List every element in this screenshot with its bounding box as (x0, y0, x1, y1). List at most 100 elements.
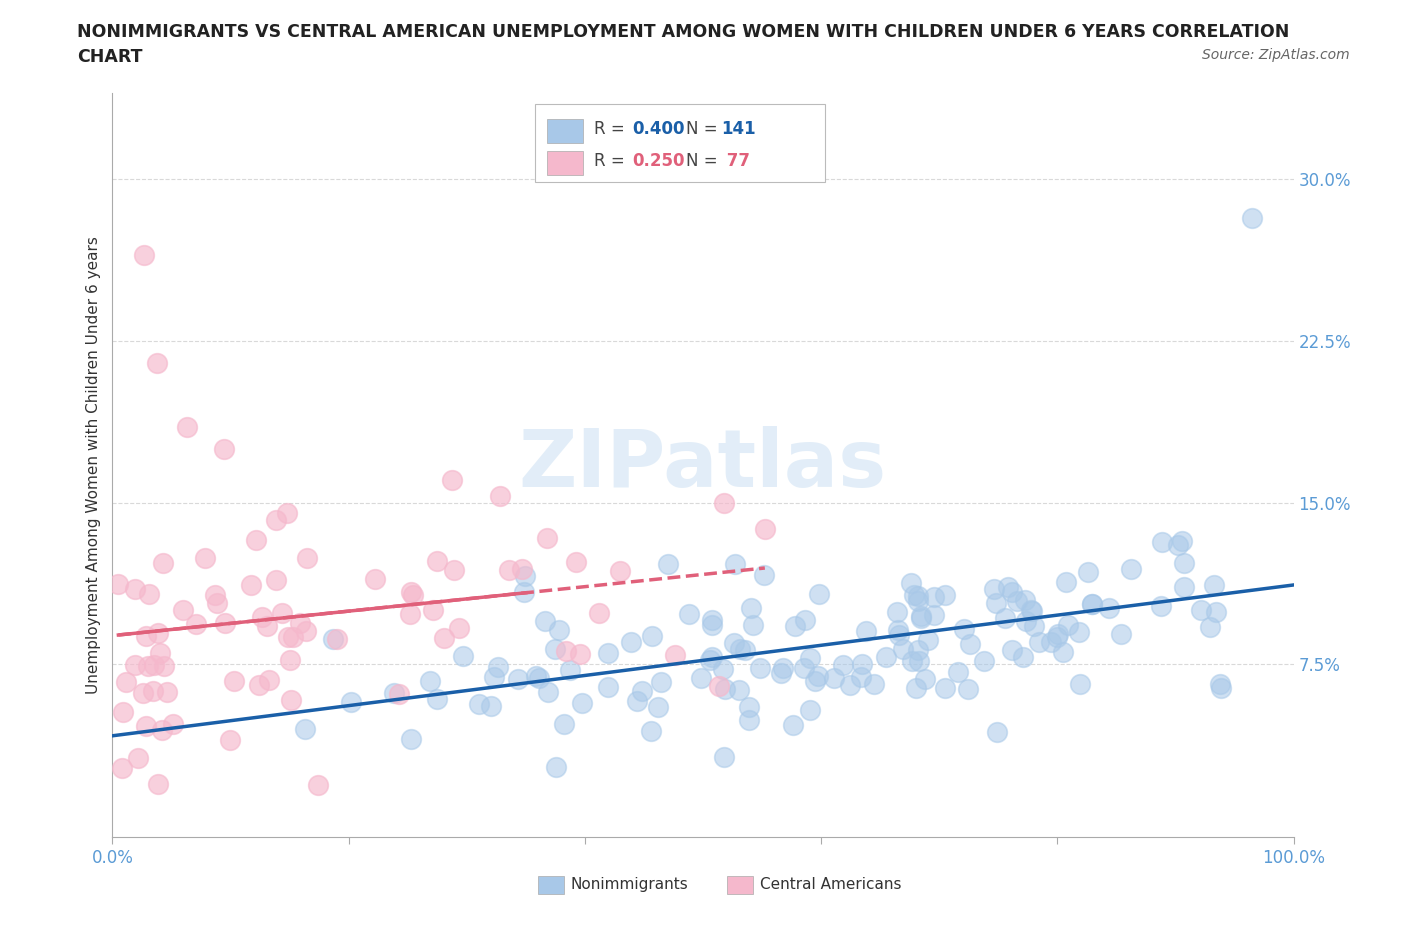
Point (1152, 535, 1174, 550)
Point (886, 604, 908, 619)
Point (907, 654, 929, 669)
Point (340, 695, 363, 710)
Point (922, 607, 945, 622)
Point (598, 645, 620, 660)
Point (907, 643, 929, 658)
Point (1052, 644, 1074, 659)
Point (891, 642, 914, 657)
Point (803, 673, 825, 688)
Point (212, 442, 235, 457)
Text: 0.250: 0.250 (633, 153, 685, 170)
Point (544, 760, 567, 775)
Point (176, 419, 198, 434)
Point (112, 705, 135, 720)
Point (948, 664, 970, 679)
Point (149, 645, 172, 660)
Point (152, 658, 174, 673)
Point (184, 617, 207, 631)
Point (952, 622, 974, 637)
Point (264, 512, 287, 527)
Point (734, 643, 756, 658)
Point (138, 586, 160, 601)
Point (152, 723, 174, 737)
Point (295, 551, 318, 565)
Point (510, 562, 533, 577)
Point (1019, 603, 1042, 618)
Point (1189, 603, 1212, 618)
Point (307, 777, 329, 792)
Point (702, 613, 724, 628)
Point (172, 603, 194, 618)
Point (1005, 594, 1028, 609)
Point (451, 648, 474, 663)
Point (740, 601, 762, 616)
Point (398, 606, 420, 621)
Point (832, 658, 855, 672)
Point (135, 629, 157, 644)
Point (664, 648, 686, 663)
Point (257, 673, 280, 688)
Point (219, 733, 242, 748)
Point (135, 719, 157, 734)
Point (1014, 592, 1036, 607)
Point (1024, 618, 1046, 633)
Point (752, 568, 775, 583)
Point (1045, 630, 1067, 644)
Point (596, 679, 619, 694)
Point (738, 700, 761, 715)
Point (247, 677, 270, 692)
Text: R =: R = (595, 153, 630, 170)
Point (288, 616, 311, 631)
Point (917, 632, 939, 647)
Point (136, 658, 159, 673)
Point (1039, 635, 1062, 650)
Text: 141: 141 (721, 121, 755, 139)
Point (1241, 210, 1264, 225)
Point (468, 697, 491, 711)
Point (702, 649, 724, 664)
Point (401, 585, 423, 600)
Point (443, 563, 465, 578)
Point (772, 661, 794, 676)
Point (281, 630, 304, 644)
Text: Source: ZipAtlas.com: Source: ZipAtlas.com (1202, 48, 1350, 62)
Point (571, 696, 593, 711)
Point (1209, 676, 1232, 691)
Point (1209, 681, 1232, 696)
Point (245, 532, 267, 547)
Point (609, 563, 631, 578)
Point (1021, 604, 1043, 618)
Point (1109, 627, 1132, 642)
Point (900, 576, 922, 591)
Point (678, 606, 700, 621)
Point (402, 588, 425, 603)
Point (382, 685, 405, 700)
Point (558, 663, 581, 678)
Point (849, 670, 872, 684)
Point (889, 628, 911, 643)
Point (1001, 643, 1024, 658)
Point (959, 637, 981, 652)
Point (728, 641, 751, 656)
Point (143, 658, 166, 672)
Point (887, 622, 910, 637)
Point (565, 554, 588, 569)
Point (486, 659, 509, 674)
Point (1198, 620, 1220, 635)
Point (526, 669, 548, 684)
Text: N =: N = (686, 121, 723, 139)
Point (277, 630, 299, 644)
Point (1171, 534, 1194, 549)
Point (388, 686, 411, 701)
Point (713, 496, 735, 511)
Point (641, 629, 664, 644)
Point (1015, 614, 1038, 629)
Point (1081, 596, 1104, 611)
Point (907, 589, 929, 604)
Point (419, 673, 441, 688)
Point (512, 585, 534, 600)
Point (700, 618, 723, 632)
Point (479, 699, 502, 714)
Point (264, 573, 287, 588)
Point (862, 676, 884, 691)
